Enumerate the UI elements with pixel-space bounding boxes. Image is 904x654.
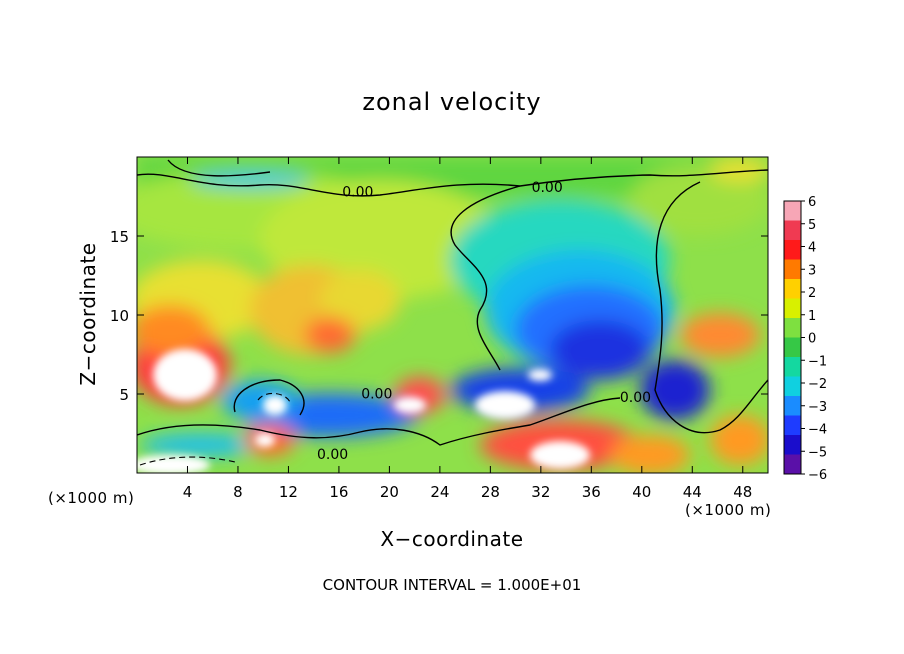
x-tick-label: 24 <box>430 483 449 501</box>
contour-label: 0.00 <box>361 387 392 403</box>
contour-labels: 0.00 0.00 0.00 0.00 0.00 <box>317 180 651 463</box>
contour-label: 0.00 <box>317 447 348 463</box>
x-tick-label: 48 <box>733 483 752 501</box>
y-tick-label: 10 <box>110 307 129 325</box>
x-tick-label: 36 <box>582 483 601 501</box>
x-tick-label: 28 <box>481 483 500 501</box>
x-tick-label: 44 <box>683 483 702 501</box>
x-unit-label-left: (×1000 m) <box>48 489 135 507</box>
y-tick-label: 5 <box>119 386 129 404</box>
contour-label: 0.00 <box>620 390 651 406</box>
contour-label: 0.00 <box>342 185 373 201</box>
x-tick-label: 12 <box>279 483 298 501</box>
x-tick-label: 16 <box>329 483 348 501</box>
colorbar-tick-label: 2 <box>808 286 816 301</box>
heatmap-field <box>137 157 768 473</box>
colorbar-swatch <box>784 337 801 358</box>
colorbar-tick-label: −1 <box>808 354 827 369</box>
colorbar-tick-label: 5 <box>808 218 816 233</box>
zero-contours <box>137 159 768 446</box>
x-tick-label: 32 <box>531 483 550 501</box>
colorbar-swatch <box>784 279 801 299</box>
colorbar-tick-label: 3 <box>808 263 816 278</box>
colorbar-tick-label: −2 <box>808 377 827 392</box>
colorbar-swatch <box>784 376 801 397</box>
colorbar-swatch <box>784 201 801 221</box>
colorbar-swatch <box>784 415 801 436</box>
y-tick-label: 15 <box>110 228 129 246</box>
colorbar-tick-label: −3 <box>808 400 827 415</box>
x-tick-label: 8 <box>233 483 243 501</box>
x-axis-label: X−coordinate <box>380 527 524 551</box>
colorbar-swatch <box>784 298 801 319</box>
contour-interval-note: CONTOUR INTERVAL = 1.000E+01 <box>322 576 582 594</box>
colorbar-swatch <box>784 240 801 260</box>
colorbar-tick-label: 4 <box>808 241 816 256</box>
x-ticks: 4 8 12 16 20 24 28 32 36 40 44 48 <box>183 157 752 501</box>
chart-title: zonal velocity <box>362 88 542 116</box>
colorbar-swatch <box>784 220 801 241</box>
colorbar-tick-label: −4 <box>808 423 827 438</box>
x-unit-label-right: (×1000 m) <box>685 501 772 519</box>
colorbar-swatch <box>784 396 801 416</box>
x-tick-label: 4 <box>183 483 193 501</box>
colorbar-tick-label: 0 <box>808 332 816 347</box>
x-tick-label: 20 <box>380 483 399 501</box>
contour-label: 0.00 <box>532 180 563 196</box>
y-ticks: 5 10 15 <box>110 228 768 404</box>
colorbar-tick-label: −6 <box>808 468 827 483</box>
colorbar-tick-label: 6 <box>808 195 816 210</box>
colorbar-swatch <box>784 357 801 377</box>
colorbar-swatch <box>784 435 801 455</box>
x-tick-label: 40 <box>632 483 651 501</box>
colorbar-swatch <box>784 318 801 338</box>
colorbar-tick-label: −5 <box>808 445 827 460</box>
colorbar-swatch <box>784 259 801 280</box>
colorbar-tick-label: 1 <box>808 309 816 324</box>
colorbar-swatch <box>784 454 801 475</box>
colorbar: 6 5 4 3 2 1 0 −1 −2 −3 −4 −5 −6 <box>783 195 827 483</box>
